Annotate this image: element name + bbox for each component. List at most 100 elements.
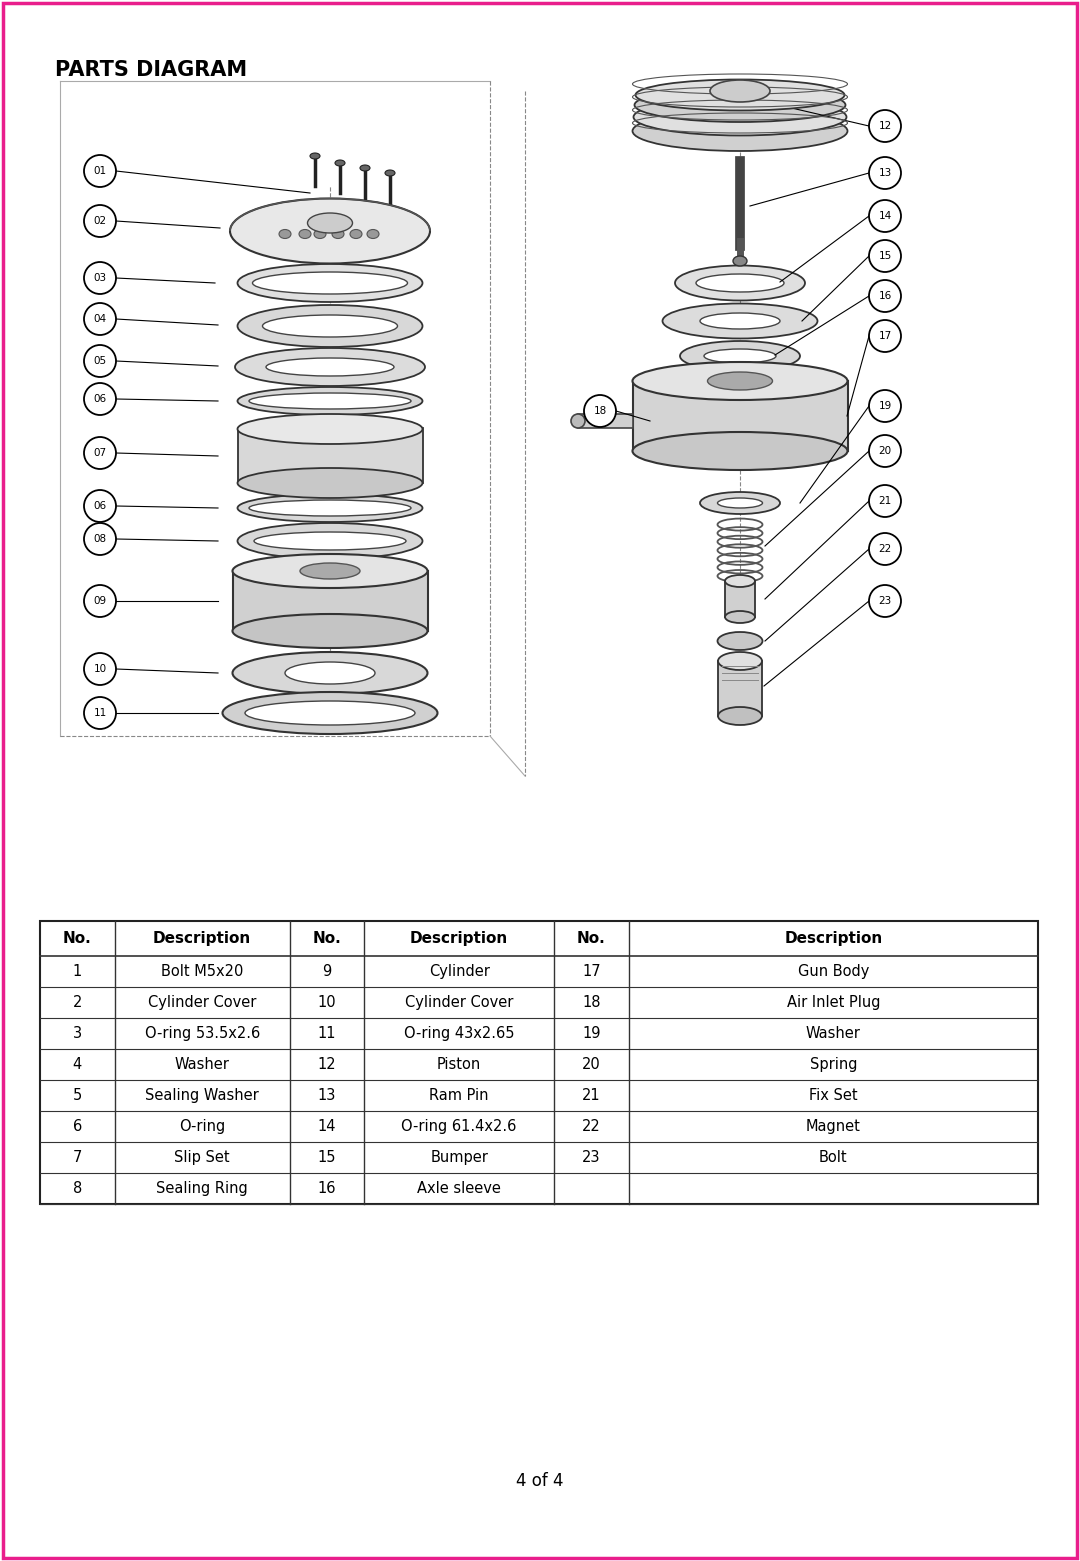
Text: 21: 21: [878, 496, 892, 506]
Text: Bolt M5x20: Bolt M5x20: [161, 965, 243, 979]
Ellipse shape: [285, 662, 375, 684]
Ellipse shape: [230, 198, 430, 264]
Ellipse shape: [633, 362, 848, 400]
Text: 03: 03: [94, 273, 107, 283]
Text: Slip Set: Slip Set: [174, 1150, 230, 1165]
Ellipse shape: [310, 153, 320, 159]
Text: 01: 01: [94, 165, 107, 176]
Circle shape: [84, 585, 116, 617]
Text: 18: 18: [582, 994, 600, 1010]
Ellipse shape: [367, 229, 379, 239]
Ellipse shape: [299, 229, 311, 239]
Text: 2: 2: [72, 994, 82, 1010]
Text: Piston: Piston: [437, 1057, 482, 1072]
Circle shape: [869, 279, 901, 312]
Text: Sealing Washer: Sealing Washer: [146, 1088, 259, 1104]
Circle shape: [584, 395, 616, 428]
Ellipse shape: [700, 492, 780, 514]
Ellipse shape: [238, 523, 422, 559]
Ellipse shape: [300, 564, 360, 579]
Text: Description: Description: [153, 930, 252, 946]
Text: Magnet: Magnet: [806, 1119, 861, 1133]
Text: 19: 19: [582, 1026, 600, 1041]
Text: 17: 17: [878, 331, 892, 340]
Circle shape: [84, 204, 116, 237]
Circle shape: [869, 240, 901, 272]
Circle shape: [869, 200, 901, 233]
Ellipse shape: [266, 357, 394, 376]
Bar: [238, 428, 423, 482]
Text: 10: 10: [94, 663, 107, 674]
Bar: [40, 921, 1038, 1204]
Text: Ram Pin: Ram Pin: [430, 1088, 489, 1104]
Text: 08: 08: [94, 534, 107, 543]
Ellipse shape: [308, 212, 352, 233]
Ellipse shape: [635, 87, 846, 122]
Ellipse shape: [700, 314, 780, 329]
Text: 21: 21: [582, 1088, 600, 1104]
Text: 11: 11: [93, 709, 107, 718]
Text: O-ring 61.4x2.6: O-ring 61.4x2.6: [402, 1119, 517, 1133]
Bar: [233, 571, 428, 631]
Circle shape: [869, 109, 901, 142]
Ellipse shape: [717, 498, 762, 507]
Circle shape: [84, 155, 116, 187]
Ellipse shape: [332, 229, 345, 239]
Circle shape: [84, 345, 116, 378]
Text: 8: 8: [72, 1182, 82, 1196]
Ellipse shape: [725, 610, 755, 623]
Ellipse shape: [675, 265, 805, 301]
Ellipse shape: [245, 701, 415, 724]
Text: 13: 13: [318, 1088, 336, 1104]
Circle shape: [869, 585, 901, 617]
Text: 13: 13: [878, 169, 892, 178]
Text: 04: 04: [94, 314, 107, 325]
Text: Cylinder Cover: Cylinder Cover: [405, 994, 513, 1010]
Text: Washer: Washer: [175, 1057, 230, 1072]
Ellipse shape: [314, 229, 326, 239]
Ellipse shape: [253, 272, 407, 293]
Text: 12: 12: [318, 1057, 336, 1072]
Text: 15: 15: [318, 1150, 336, 1165]
Ellipse shape: [235, 348, 426, 386]
Ellipse shape: [718, 707, 762, 724]
Ellipse shape: [633, 432, 848, 470]
Text: Bumper: Bumper: [430, 1150, 488, 1165]
Text: 17: 17: [582, 965, 600, 979]
Ellipse shape: [704, 350, 777, 364]
Text: 18: 18: [593, 406, 607, 415]
Text: Gun Body: Gun Body: [798, 965, 869, 979]
Text: 22: 22: [582, 1119, 600, 1133]
Text: Fix Set: Fix Set: [809, 1088, 858, 1104]
Ellipse shape: [710, 80, 770, 101]
Ellipse shape: [571, 414, 585, 428]
Text: Description: Description: [410, 930, 509, 946]
Ellipse shape: [707, 372, 772, 390]
Bar: [578, 414, 633, 428]
Text: 5: 5: [72, 1088, 82, 1104]
Ellipse shape: [350, 229, 362, 239]
Text: PARTS DIAGRAM: PARTS DIAGRAM: [55, 59, 247, 80]
Ellipse shape: [238, 414, 422, 443]
Ellipse shape: [384, 170, 395, 176]
Ellipse shape: [662, 303, 818, 339]
Ellipse shape: [232, 652, 428, 695]
Bar: [725, 581, 755, 617]
Text: Axle sleeve: Axle sleeve: [417, 1182, 501, 1196]
Text: 14: 14: [878, 211, 892, 222]
Text: 20: 20: [878, 446, 892, 456]
Ellipse shape: [717, 632, 762, 649]
Ellipse shape: [249, 393, 411, 409]
Circle shape: [84, 303, 116, 336]
Circle shape: [84, 382, 116, 415]
Ellipse shape: [680, 340, 800, 372]
Text: 9: 9: [322, 965, 332, 979]
Text: 15: 15: [878, 251, 892, 261]
Ellipse shape: [222, 692, 437, 734]
Text: 07: 07: [94, 448, 107, 457]
Text: No.: No.: [577, 930, 606, 946]
Circle shape: [869, 158, 901, 189]
Ellipse shape: [249, 500, 411, 517]
Ellipse shape: [718, 652, 762, 670]
Circle shape: [84, 698, 116, 729]
